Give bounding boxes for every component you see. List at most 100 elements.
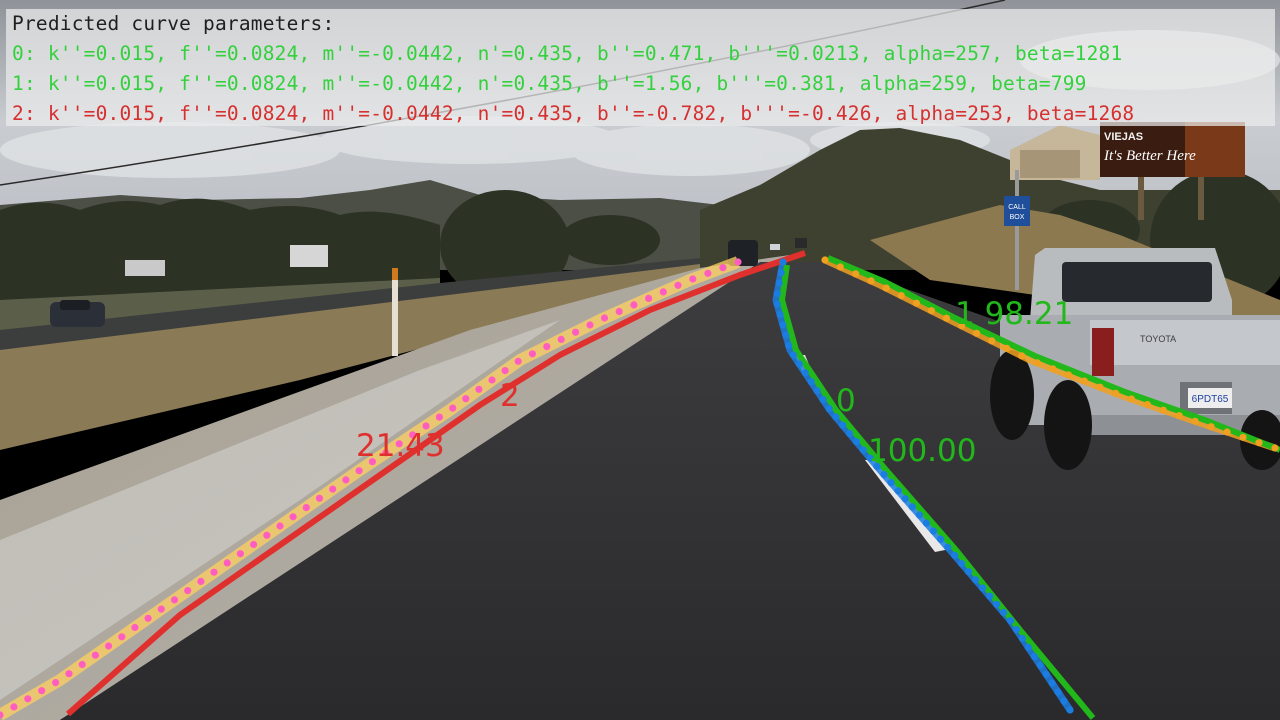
lane-0-point — [777, 269, 785, 277]
lane-0-point — [986, 592, 994, 600]
lane-0-point — [1030, 652, 1038, 661]
lane-0-point — [1060, 697, 1068, 705]
lane-2-point — [38, 687, 46, 695]
lane-1-point — [1065, 371, 1073, 379]
lane-0-point — [846, 429, 854, 438]
lane-0-point — [972, 576, 980, 584]
lane-2-point — [0, 711, 4, 719]
lane-2-point — [572, 328, 580, 336]
params-lane-1: 1: k''=0.015, f''=0.0824, m''=-0.0442, n… — [12, 72, 1087, 95]
lane-0-point — [1000, 608, 1008, 617]
lane-2-point — [289, 513, 297, 521]
field-strip — [0, 278, 440, 330]
lane-1-point — [1239, 433, 1247, 441]
lane-0-point — [776, 310, 784, 319]
lane-2-point — [501, 367, 509, 375]
license-plate: 6PDT65 — [1192, 394, 1229, 405]
pickup-truck: 6PDT65 TOYOTA — [990, 248, 1280, 470]
lane-0-id-label: 0 — [836, 383, 856, 419]
lane-0-score-label: 100.00 — [868, 433, 977, 469]
lane-2-point — [197, 577, 205, 586]
lane-2-point — [91, 651, 99, 659]
lane-0-point — [807, 378, 815, 386]
lane-0-point — [915, 511, 924, 519]
lane-0-point — [1012, 626, 1021, 634]
lane-2-point — [630, 301, 638, 309]
car-left — [50, 300, 105, 327]
lane-2-points — [0, 258, 742, 719]
svg-text:BOX: BOX — [1010, 214, 1025, 221]
lane-2-score-label: 21.43 — [356, 428, 445, 464]
lane-0-point — [1036, 661, 1044, 669]
lane-2-point — [24, 695, 32, 703]
lane-2-point — [645, 294, 653, 302]
lane-0-point — [852, 438, 861, 446]
params-lane-2: 2: k''=0.015, f''=0.0824, m''=-0.0442, n… — [12, 102, 1135, 125]
lane-2-point — [131, 623, 139, 632]
lane-0-point — [866, 454, 874, 462]
lane-0-point — [775, 279, 783, 287]
house — [1010, 125, 1100, 180]
lane-2-point — [674, 281, 682, 289]
lane-2-point — [475, 385, 483, 393]
lane-0-point — [979, 584, 987, 592]
grass-field — [0, 258, 700, 450]
lane-1-point — [1033, 359, 1041, 367]
lane-1-label: 1 98.21 — [955, 296, 1074, 332]
lane-2-point — [355, 467, 363, 475]
lane-0-point — [779, 258, 787, 266]
lane-2-point — [157, 605, 165, 613]
lane-0-point — [825, 405, 833, 413]
lane-2-point — [118, 633, 126, 641]
lane-0-point — [1018, 634, 1026, 643]
lane-2-point — [10, 703, 18, 711]
lane-1-point — [867, 277, 875, 285]
lane-2-point — [422, 422, 430, 430]
lane-0-point — [795, 360, 803, 368]
lane-1-point — [1223, 428, 1231, 436]
lane-2-point — [223, 559, 231, 567]
lane-0-point — [819, 396, 827, 404]
lane-2-point — [210, 568, 218, 576]
lane-1-point — [988, 337, 996, 345]
lane-1-point — [958, 322, 966, 330]
lane-2-point — [329, 485, 337, 493]
lane-2-point — [342, 476, 350, 484]
lane-1-point — [1191, 417, 1199, 425]
lane-1-point — [1143, 401, 1151, 409]
lane-0-point — [901, 495, 909, 503]
lane-1-point — [1080, 377, 1088, 385]
lane-2-point — [689, 275, 697, 283]
lane-1-point — [1127, 395, 1136, 403]
call-box-sign: CALL BOX — [1004, 170, 1030, 290]
lane-2-point — [78, 660, 86, 669]
tailgate-brand: TOYOTA — [1140, 334, 1176, 344]
lane-0-point — [944, 543, 952, 551]
lane-2-point — [65, 670, 73, 678]
lane-2-point — [409, 431, 417, 439]
prediction-info-panel: Predicted curve parameters: 0: k''=0.015… — [6, 9, 1275, 126]
lane-2-point — [557, 335, 565, 343]
lane-1-point — [852, 270, 860, 278]
lane-2-point — [276, 522, 284, 530]
lane-0-point — [839, 421, 847, 429]
lane-0-point — [951, 551, 959, 560]
lane-2-point — [659, 288, 667, 296]
lane-0-point — [813, 387, 821, 395]
lane-2-id-label: 2 — [500, 378, 520, 414]
lane-0-point — [965, 568, 973, 576]
lane-2-point — [488, 376, 496, 384]
panel-title: Predicted curve parameters: — [12, 12, 335, 35]
lane-2-point — [263, 531, 271, 539]
lane-2-point — [435, 413, 443, 421]
road-surface — [60, 262, 1280, 720]
lane-0-point — [789, 351, 798, 359]
lane-2-point — [105, 642, 113, 650]
lane-0-point — [773, 300, 781, 308]
lane-1-point — [821, 256, 829, 264]
lane-2-point — [543, 343, 551, 351]
lane-0-point — [779, 321, 787, 329]
roadside-sign — [290, 245, 328, 267]
lane-2-point — [302, 504, 310, 512]
lane-0-point — [1048, 679, 1056, 687]
